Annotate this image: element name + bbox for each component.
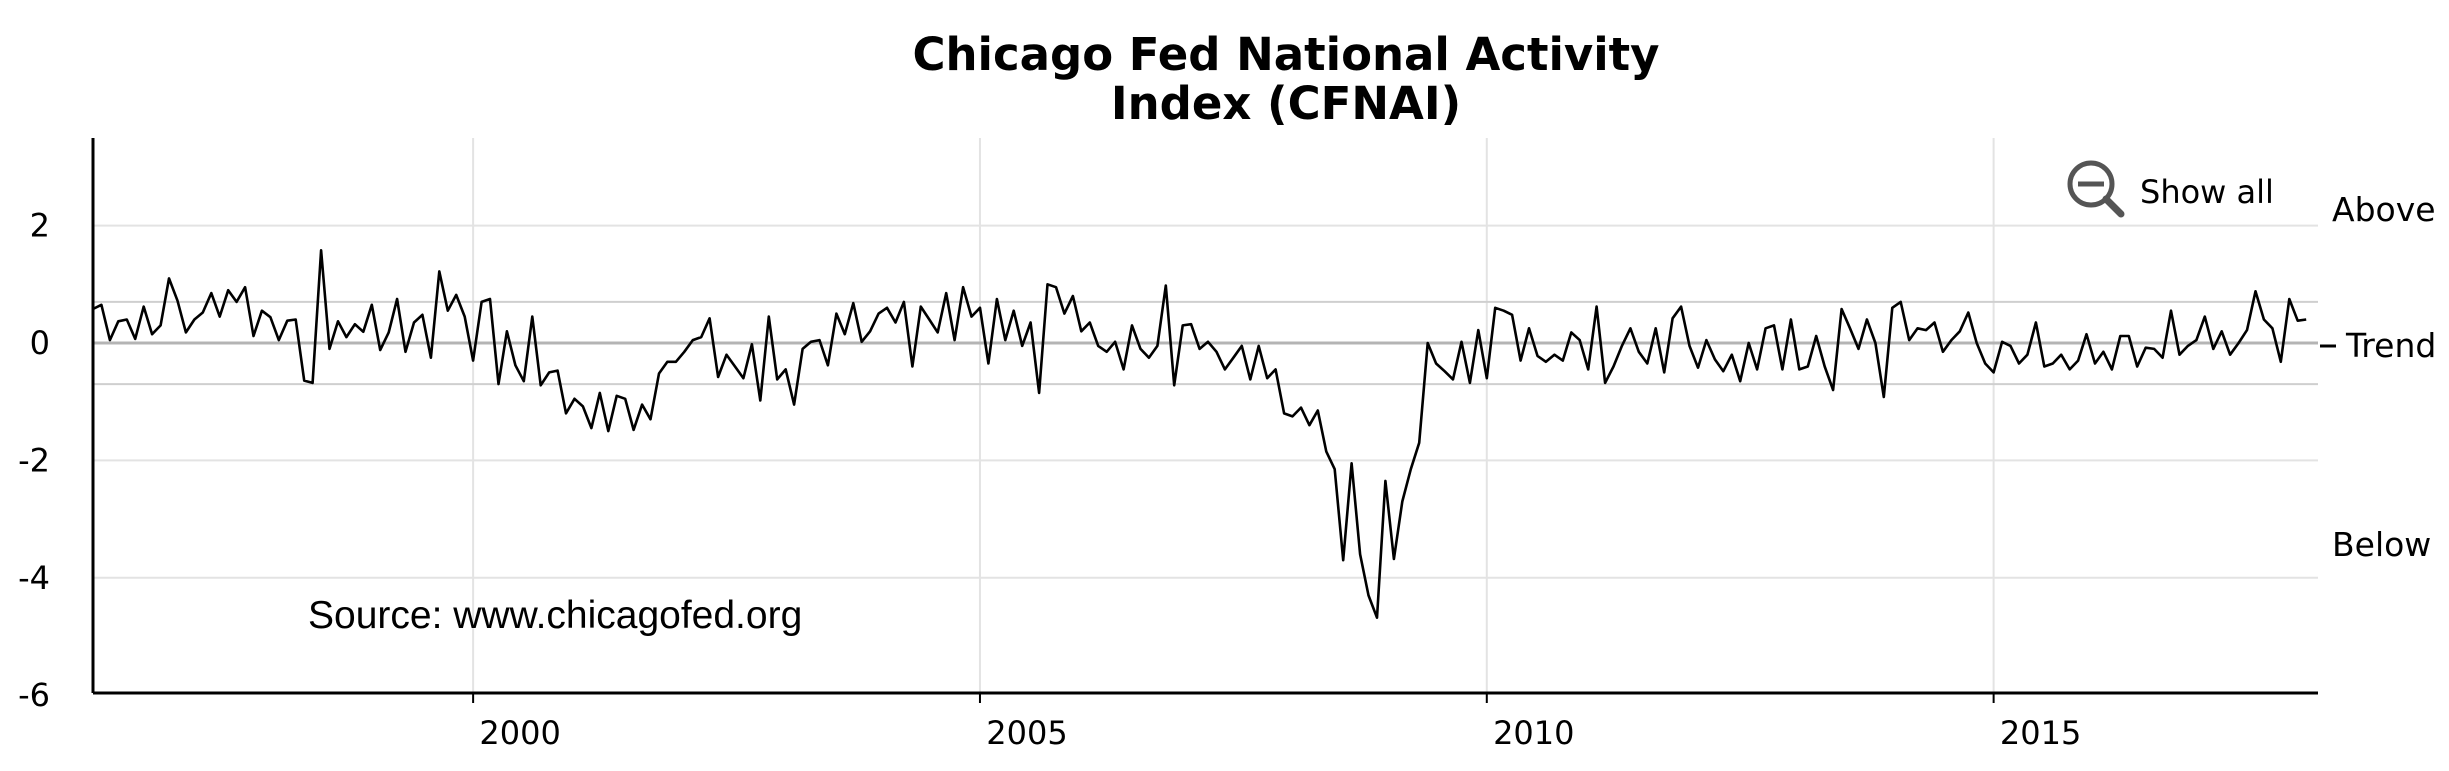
y-tick-label: -2 [18,441,50,479]
y-tick-label: 0 [30,324,50,362]
chart-title-line1: Chicago Fed National Activity [912,28,1659,81]
grid [93,138,2318,693]
zone-label-above: Above [2332,190,2436,229]
x-tick-label: 2010 [1493,714,1574,752]
y-tick-label: -4 [18,559,50,597]
y-tick-label: 2 [30,207,50,245]
trend-band [93,300,2336,386]
show-all-button[interactable]: Show all [2067,160,2274,218]
y-tick-label: -6 [18,676,50,714]
zone-label-trend: Trend [2345,326,2436,365]
x-tick-label: 2015 [2000,714,2081,752]
zoom-out-icon [2067,160,2125,218]
x-axis-ticks: 2000 2005 2010 2015 [472,693,2081,752]
y-axis-ticks: 2 0 -2 -4 -6 [18,207,50,715]
source-annotation: Source: www.chicagofed.org [308,594,802,637]
chart-title-line2: Index (CFNAI) [1111,77,1461,130]
cfnai-series-line [92,249,2307,619]
x-tick-label: 2005 [986,714,1067,752]
zone-label-below: Below [2332,525,2431,564]
series-layer [92,249,2307,619]
x-tick-label: 2000 [479,714,560,752]
axes [91,138,2318,695]
show-all-label: Show all [2140,173,2274,211]
